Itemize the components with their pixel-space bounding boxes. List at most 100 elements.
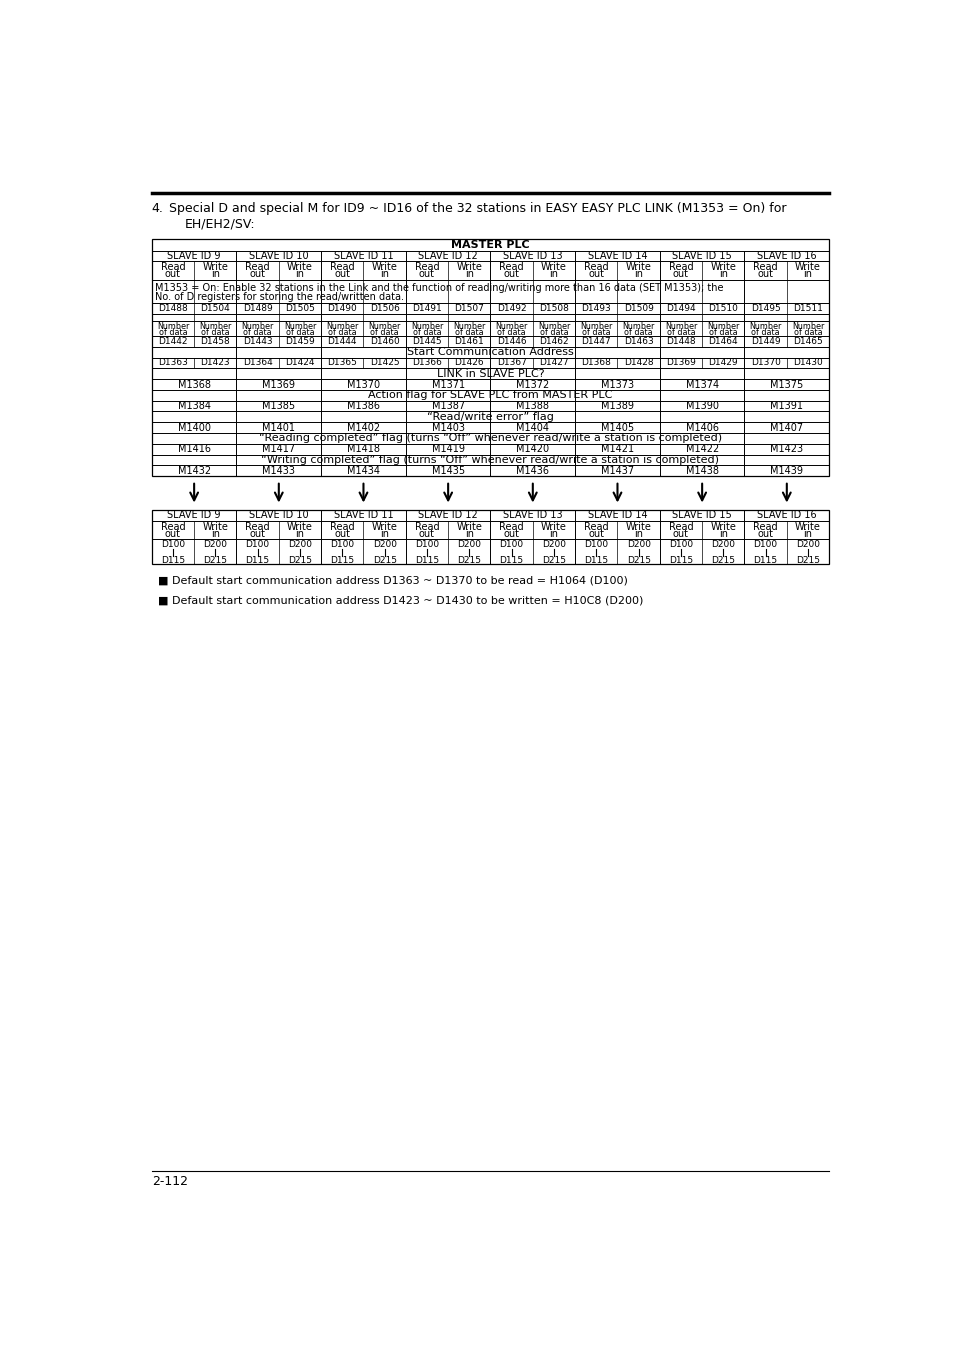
Text: M1372: M1372 [516, 379, 549, 390]
Text: SLAVE ID 10: SLAVE ID 10 [249, 251, 308, 261]
Text: D115: D115 [583, 556, 608, 564]
Text: D1429: D1429 [708, 359, 738, 367]
Text: D215: D215 [203, 556, 227, 564]
Text: Read: Read [498, 522, 523, 532]
Text: M1416: M1416 [177, 444, 211, 454]
Text: M1437: M1437 [600, 466, 634, 475]
Text: M1400: M1400 [177, 423, 211, 432]
Text: ■ Default start communication address D1423 ~ D1430 to be written = H10C8 (D200): ■ Default start communication address D1… [158, 595, 642, 606]
Text: M1435: M1435 [431, 466, 464, 475]
Text: Write: Write [456, 262, 481, 273]
Text: “Reading completed” flag (turns “Off” whenever read/write a station is completed: “Reading completed” flag (turns “Off” wh… [258, 433, 721, 443]
Text: M1403: M1403 [431, 423, 464, 432]
Text: D215: D215 [626, 556, 650, 564]
Text: in: in [295, 270, 304, 279]
Text: Number: Number [326, 321, 358, 331]
Text: out: out [757, 270, 773, 279]
Text: SLAVE ID 9: SLAVE ID 9 [167, 251, 221, 261]
Text: MASTER PLC: MASTER PLC [451, 240, 529, 250]
Text: D200: D200 [541, 540, 565, 549]
Text: out: out [334, 270, 350, 279]
Text: Number: Number [791, 321, 823, 331]
Text: SLAVE ID 12: SLAVE ID 12 [417, 510, 477, 521]
Text: Write: Write [287, 262, 313, 273]
Text: Write: Write [540, 522, 566, 532]
Text: M1369: M1369 [262, 379, 295, 390]
Text: Number: Number [495, 321, 527, 331]
Text: D200: D200 [795, 540, 820, 549]
Text: Write: Write [540, 262, 566, 273]
Text: M1390: M1390 [685, 401, 718, 412]
Text: SLAVE ID 10: SLAVE ID 10 [249, 510, 308, 521]
Text: D1448: D1448 [665, 338, 695, 346]
Text: Read: Read [245, 262, 270, 273]
Text: SLAVE ID 13: SLAVE ID 13 [502, 510, 562, 521]
Text: D1365: D1365 [327, 359, 356, 367]
Text: out: out [588, 529, 603, 539]
Text: D1444: D1444 [327, 338, 356, 346]
Text: D215: D215 [541, 556, 565, 564]
Text: D1427: D1427 [538, 359, 568, 367]
Text: out: out [503, 270, 519, 279]
Text: Start Communication Address: Start Communication Address [407, 347, 574, 358]
Text: D1493: D1493 [580, 304, 611, 313]
Text: D1425: D1425 [370, 359, 399, 367]
Text: in: in [295, 529, 304, 539]
Text: Write: Write [202, 262, 228, 273]
Text: of data: of data [539, 328, 568, 336]
Text: D100: D100 [161, 540, 185, 549]
Text: Write: Write [710, 522, 736, 532]
Text: D1458: D1458 [200, 338, 230, 346]
Text: D1463: D1463 [623, 338, 653, 346]
Text: in: in [549, 270, 558, 279]
Text: of data: of data [455, 328, 483, 336]
Text: D200: D200 [288, 540, 312, 549]
Text: D1424: D1424 [285, 359, 314, 367]
Text: M1436: M1436 [516, 466, 549, 475]
Text: in: in [464, 270, 474, 279]
Text: D200: D200 [203, 540, 227, 549]
Text: D1462: D1462 [538, 338, 568, 346]
Text: Read: Read [245, 522, 270, 532]
Text: Read: Read [583, 262, 608, 273]
Text: SLAVE ID 9: SLAVE ID 9 [167, 510, 221, 521]
Text: out: out [503, 529, 519, 539]
Text: M1401: M1401 [262, 423, 295, 432]
Text: EH/EH2/SV:: EH/EH2/SV: [184, 217, 254, 230]
Text: in: in [379, 529, 389, 539]
Text: Read: Read [668, 522, 693, 532]
Text: out: out [588, 270, 603, 279]
Text: Number: Number [664, 321, 697, 331]
Text: out: out [418, 529, 435, 539]
Text: Number: Number [156, 321, 189, 331]
Text: in: in [802, 529, 812, 539]
Text: in: in [211, 270, 219, 279]
Text: of data: of data [370, 328, 398, 336]
Text: D1366: D1366 [412, 359, 441, 367]
Text: SLAVE ID 15: SLAVE ID 15 [672, 251, 731, 261]
Text: D1460: D1460 [370, 338, 399, 346]
Text: Read: Read [753, 262, 777, 273]
Text: No. of D registers for storing the read/written data.: No. of D registers for storing the read/… [154, 292, 403, 302]
Text: of data: of data [285, 328, 314, 336]
Text: SLAVE ID 12: SLAVE ID 12 [417, 251, 477, 261]
Text: M1422: M1422 [685, 444, 718, 454]
Text: in: in [802, 270, 812, 279]
Text: D100: D100 [499, 540, 523, 549]
Text: Number: Number [706, 321, 739, 331]
Text: M1371: M1371 [431, 379, 464, 390]
Text: M1389: M1389 [600, 401, 634, 412]
Text: of data: of data [158, 328, 187, 336]
Text: in: in [718, 529, 727, 539]
Text: D200: D200 [626, 540, 650, 549]
Text: M1439: M1439 [769, 466, 802, 475]
Text: D200: D200 [711, 540, 735, 549]
Text: ■ Default start communication address D1363 ~ D1370 to be read = H1064 (D100): ■ Default start communication address D1… [158, 576, 627, 586]
Text: D1423: D1423 [200, 359, 230, 367]
Text: M1387: M1387 [431, 401, 464, 412]
Text: D1465: D1465 [792, 338, 822, 346]
Text: out: out [334, 529, 350, 539]
Text: D1490: D1490 [327, 304, 356, 313]
Text: M1407: M1407 [769, 423, 802, 432]
Text: M1384: M1384 [177, 401, 211, 412]
